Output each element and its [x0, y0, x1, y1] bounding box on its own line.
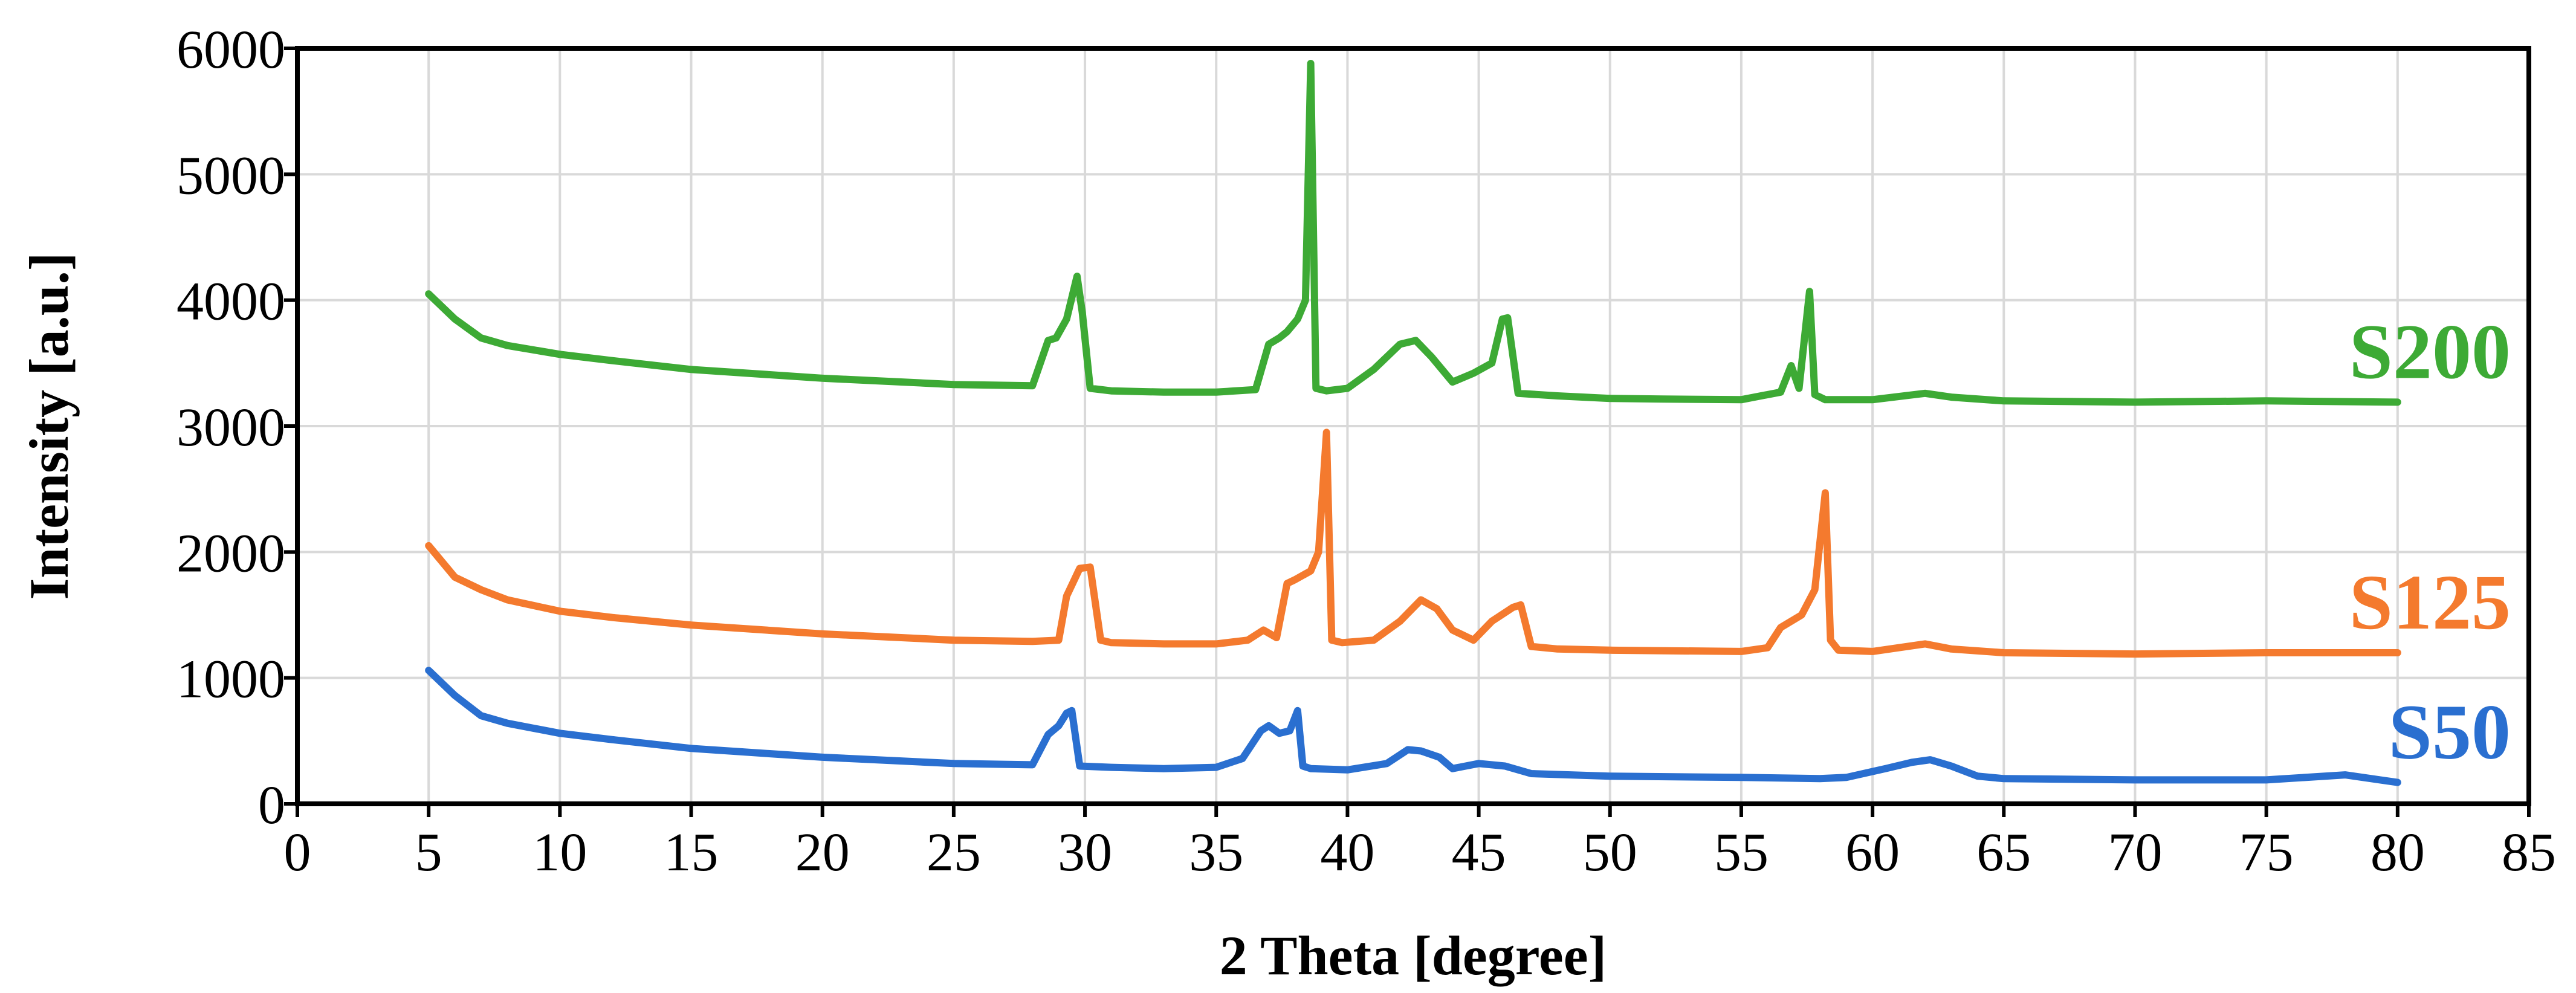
y-tick-label: 6000: [176, 20, 285, 80]
y-tick-label: 4000: [176, 272, 285, 332]
y-axis-ticks: 0 1000 2000 3000 4000 5000 6000: [176, 20, 297, 835]
x-tick-label: 15: [664, 823, 719, 882]
series-line-s200: [425, 60, 2401, 406]
x-axis-title: 2 Theta [degree]: [1220, 925, 1607, 986]
x-tick-label: 5: [415, 823, 442, 882]
y-tick-label: 5000: [176, 146, 285, 205]
x-axis-ticks: 0 5 10 15 20 25 30 35 40 45 50 55 60 65 70 75 80 85: [284, 804, 2556, 882]
series-label-s125: S125: [2349, 559, 2511, 646]
x-tick-label: 85: [2502, 823, 2556, 882]
y-tick-label: 1000: [176, 650, 285, 710]
y-tick-label: 2000: [176, 523, 285, 583]
series-label-s200: S200: [2349, 308, 2511, 395]
x-tick-label: 0: [284, 823, 311, 882]
series-line-s125: [425, 429, 2401, 658]
grid-lines: [296, 47, 2530, 805]
x-tick-label: 65: [1976, 823, 2031, 882]
x-tick-label: 50: [1583, 823, 1637, 882]
series-lines: [425, 60, 2401, 786]
x-tick-label: 25: [927, 823, 981, 882]
x-tick-label: 80: [2371, 823, 2425, 882]
x-tick-label: 75: [2239, 823, 2294, 882]
series-line-s50: [425, 667, 2401, 786]
x-tick-label: 60: [1845, 823, 1900, 882]
x-tick-label: 55: [1714, 823, 1769, 882]
y-axis-title: Intensity [a.u.]: [18, 252, 80, 600]
series-labels: S200 S125 S50: [2349, 308, 2511, 775]
x-tick-label: 70: [2108, 823, 2162, 882]
x-tick-label: 10: [532, 823, 587, 882]
y-tick-label: 0: [258, 775, 285, 835]
x-tick-label: 35: [1189, 823, 1243, 882]
series-label-s50: S50: [2389, 689, 2511, 776]
x-tick-label: 45: [1452, 823, 1506, 882]
x-tick-label: 30: [1058, 823, 1112, 882]
x-tick-label: 20: [795, 823, 850, 882]
x-tick-label: 40: [1320, 823, 1374, 882]
y-tick-label: 3000: [176, 398, 285, 458]
